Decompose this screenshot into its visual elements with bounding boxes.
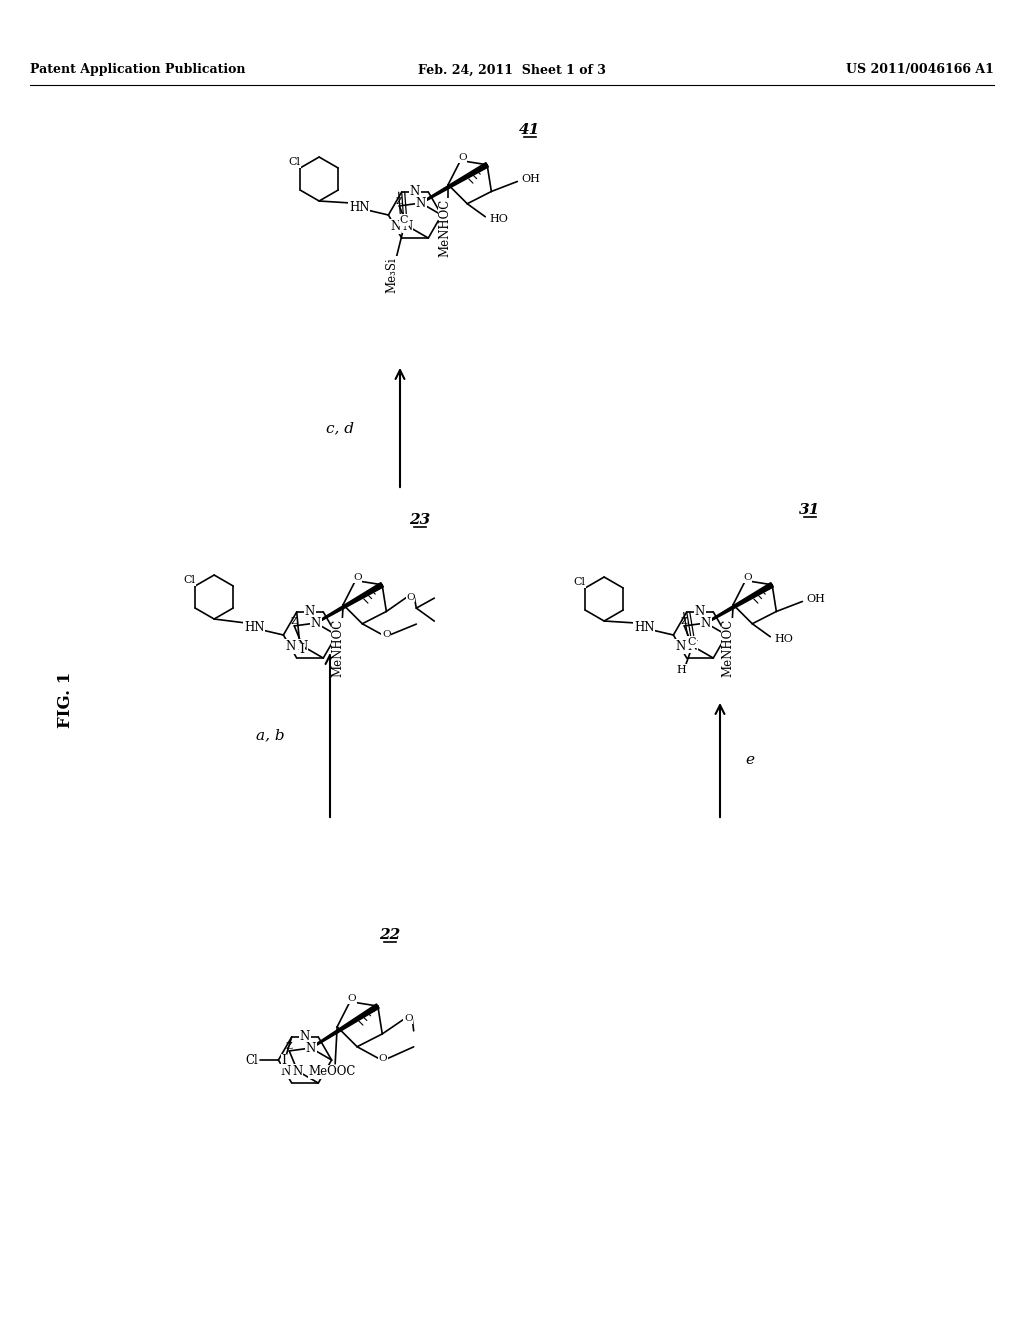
Text: O: O [348,994,356,1003]
Text: e: e [745,752,755,767]
Text: N: N [700,616,711,630]
Text: N: N [390,220,400,234]
Text: N: N [402,219,413,232]
Text: Cl: Cl [288,157,300,168]
Text: c, d: c, d [326,421,354,436]
Text: Cl: Cl [573,577,585,587]
Text: N: N [695,606,706,619]
Text: Me₃Si: Me₃Si [385,257,398,293]
Polygon shape [310,1005,379,1048]
Text: C: C [399,215,408,224]
Text: HO: HO [489,214,508,224]
Text: N: N [305,606,315,619]
Polygon shape [421,162,488,203]
Text: I: I [299,643,304,656]
Text: O: O [458,153,467,162]
Text: US 2011/0046166 A1: US 2011/0046166 A1 [846,63,994,77]
Text: O: O [743,573,752,582]
Text: O: O [403,1015,413,1023]
Text: O: O [379,1055,387,1063]
Text: Cl: Cl [183,576,196,585]
Text: Z: Z [396,198,402,206]
Text: 31: 31 [800,503,820,517]
Text: H: H [677,665,686,675]
Text: OH: OH [806,594,825,605]
Text: N: N [416,197,426,210]
Text: MeNHOC: MeNHOC [332,619,345,677]
Text: N: N [410,186,420,198]
Text: N: N [300,1031,310,1044]
Text: N: N [280,1065,290,1078]
Text: HN: HN [349,201,370,214]
Text: C: C [687,638,696,647]
Text: FIG. 1: FIG. 1 [56,672,74,729]
Text: HO: HO [774,634,794,644]
Text: N: N [297,640,307,652]
Text: HN: HN [634,620,654,634]
Text: OH: OH [521,174,541,185]
Text: HN: HN [244,620,264,634]
Text: N: N [675,640,685,653]
Text: MeNHOC: MeNHOC [438,198,452,257]
Text: N: N [306,1041,316,1055]
Text: N: N [310,616,321,630]
Text: O: O [353,573,361,582]
Text: 22: 22 [379,928,400,942]
Text: O: O [382,630,390,639]
Text: N: N [293,1064,303,1077]
Polygon shape [706,582,773,623]
Text: I: I [282,1055,287,1068]
Text: MeNHOC: MeNHOC [722,619,734,677]
Text: a, b: a, b [256,729,285,742]
Text: MeOOC: MeOOC [308,1065,356,1078]
Text: 41: 41 [519,123,541,137]
Text: Feb. 24, 2011  Sheet 1 of 3: Feb. 24, 2011 Sheet 1 of 3 [418,63,606,77]
Text: N: N [285,640,295,653]
Text: 23: 23 [410,513,431,527]
Text: Cl: Cl [246,1053,258,1067]
Text: Patent Application Publication: Patent Application Publication [30,63,246,77]
Polygon shape [315,582,383,623]
Text: Z: Z [286,1043,293,1052]
Text: Z: Z [291,618,298,627]
Text: O: O [407,593,415,602]
Text: N: N [687,640,697,652]
Text: Z: Z [681,618,688,627]
